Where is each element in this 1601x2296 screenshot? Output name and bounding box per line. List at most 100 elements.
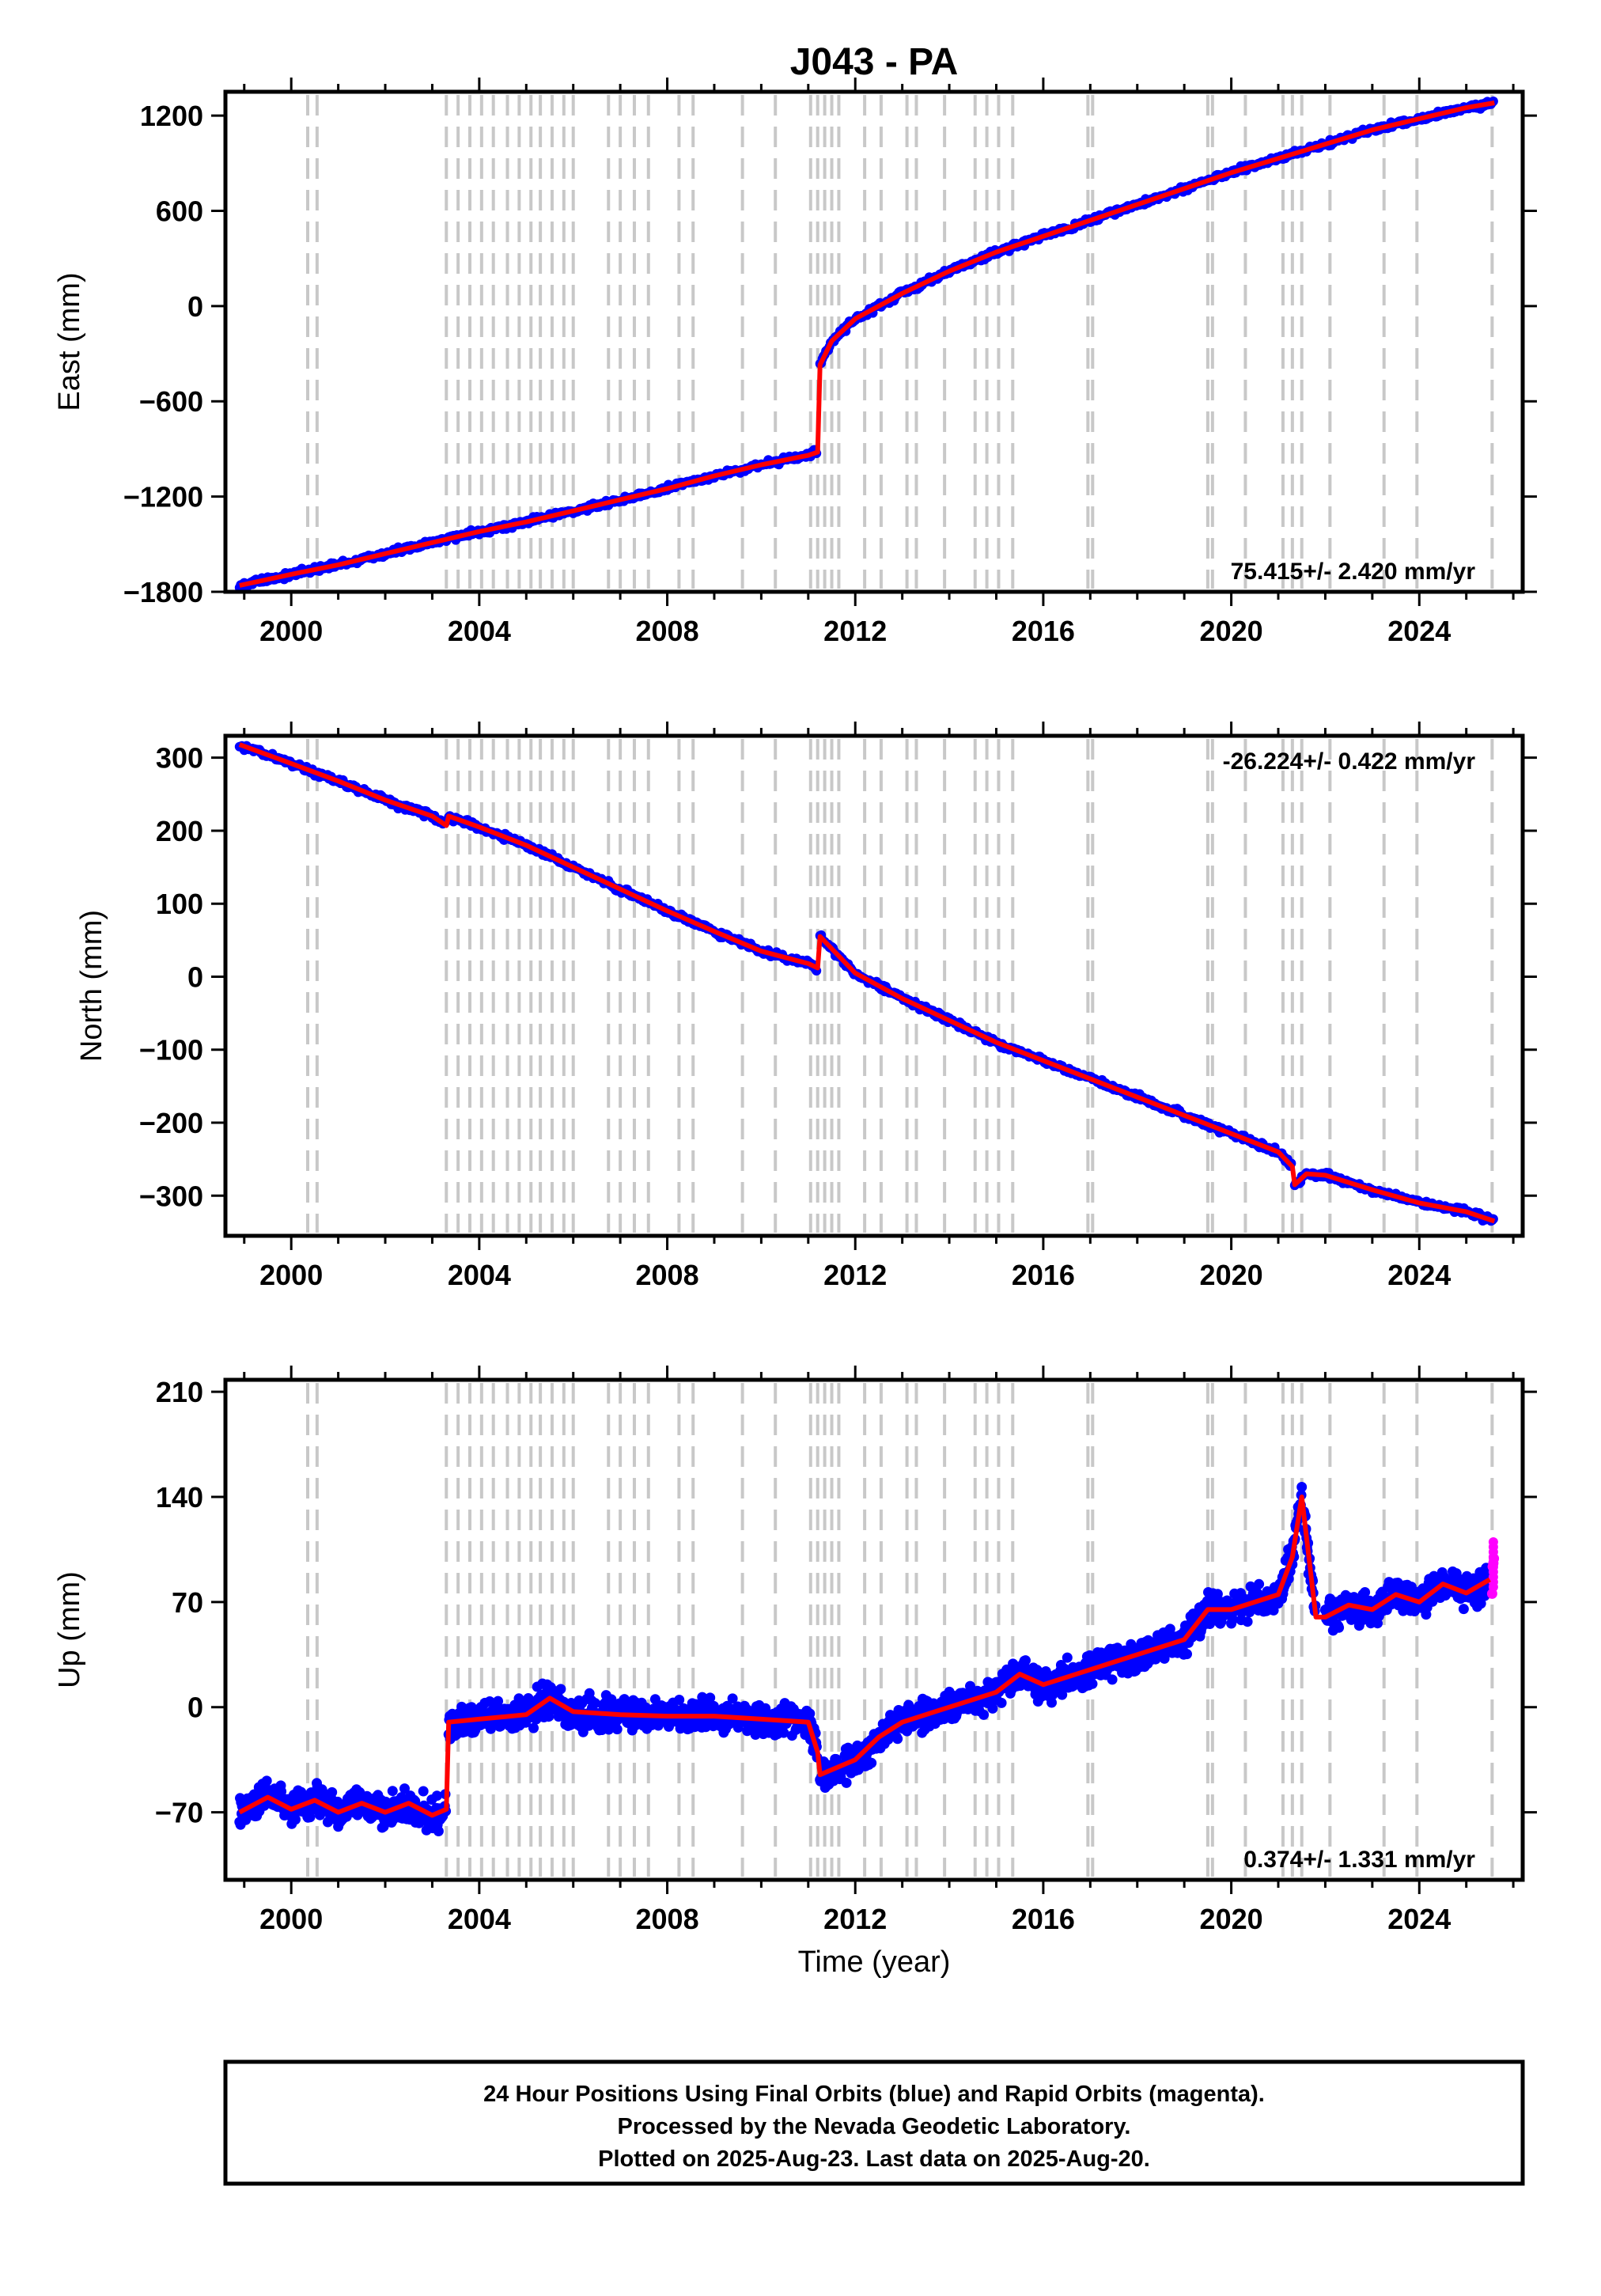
data-points-final-2 bbox=[815, 930, 1296, 1171]
x-tick-label: 2016 bbox=[1012, 615, 1075, 647]
data-point bbox=[611, 1724, 623, 1735]
x-tick-label: 2004 bbox=[448, 1259, 511, 1291]
y-tick-label: 300 bbox=[156, 742, 203, 775]
y-tick-label: −1200 bbox=[123, 481, 203, 513]
y-tick-label: 0 bbox=[187, 1692, 203, 1724]
data-point bbox=[555, 1684, 566, 1695]
y-tick-label: 200 bbox=[156, 815, 203, 847]
data-point bbox=[1242, 1616, 1253, 1627]
data-point bbox=[1334, 1622, 1345, 1633]
data-point bbox=[1488, 1537, 1498, 1547]
y-tick-label: 0 bbox=[187, 960, 203, 993]
caption-line-1: 24 Hour Positions Using Final Orbits (bl… bbox=[483, 2082, 1265, 2107]
x-tick-label: 2012 bbox=[823, 1259, 887, 1291]
data-point bbox=[399, 1783, 410, 1794]
east-panel: 2000 2004 2008 2012 2016 2020 2024 1200 600 0 −600… bbox=[53, 78, 1537, 647]
x-tick-label: 2024 bbox=[1387, 1903, 1451, 1935]
data-point bbox=[1228, 1614, 1239, 1625]
plot-frame bbox=[223, 733, 1525, 1238]
plot-frame bbox=[223, 89, 1525, 594]
y-tick-label: −70 bbox=[155, 1797, 203, 1829]
x-tick-label: 2020 bbox=[1200, 615, 1263, 647]
y-tick-label: −100 bbox=[139, 1034, 203, 1067]
x-tick-label: 2004 bbox=[448, 1903, 511, 1935]
north-panel: 2000 2004 2008 2012 2016 2020 2024 300 200 100 0 −1… bbox=[75, 722, 1537, 1291]
data-point bbox=[778, 1727, 789, 1738]
y-tick-label: −200 bbox=[139, 1107, 203, 1139]
data-point bbox=[1458, 1604, 1469, 1615]
data-point bbox=[866, 1757, 877, 1768]
data-point bbox=[1159, 1653, 1170, 1664]
x-tick-label: 2008 bbox=[636, 615, 699, 647]
up-panel: 2000 2004 2008 2012 2016 2020 2024 210 140 70 0 −70… bbox=[53, 1366, 1537, 1935]
x-tick-label: 2020 bbox=[1200, 1903, 1263, 1935]
x-tick-label: 2012 bbox=[823, 615, 887, 647]
data-point bbox=[387, 1786, 398, 1797]
data-point bbox=[1087, 1678, 1098, 1689]
x-tick-label: 2008 bbox=[636, 1259, 699, 1291]
y-tick-label: 70 bbox=[172, 1586, 203, 1619]
data-point bbox=[1062, 1652, 1073, 1663]
x-tick-label: 2000 bbox=[259, 1903, 323, 1935]
model-fit-line bbox=[238, 1495, 1491, 1818]
y-tick-label: −600 bbox=[139, 385, 203, 418]
data-point bbox=[261, 1775, 272, 1786]
data-point bbox=[705, 1692, 716, 1703]
x-tick-label: 2024 bbox=[1387, 615, 1451, 647]
data-point bbox=[1254, 1578, 1265, 1589]
x-tick-label: 2000 bbox=[259, 615, 323, 647]
x-tick-label: 2012 bbox=[823, 1903, 887, 1935]
y-axis-label: North (mm) bbox=[75, 910, 108, 1062]
data-point bbox=[327, 1786, 338, 1798]
y-tick-label: 100 bbox=[156, 888, 203, 920]
chart-title: J043 - PA bbox=[790, 41, 959, 83]
y-tick-label: 600 bbox=[156, 195, 203, 227]
data-point bbox=[978, 1709, 990, 1720]
data-point bbox=[589, 1698, 600, 1709]
y-axis-label: Up (mm) bbox=[53, 1571, 86, 1688]
data-point bbox=[493, 1695, 504, 1707]
y-tick-label: −1800 bbox=[123, 576, 203, 608]
data-point bbox=[727, 1693, 738, 1704]
data-point bbox=[1212, 1589, 1223, 1600]
x-tick-label: 2000 bbox=[259, 1259, 323, 1291]
model-fit-line bbox=[239, 100, 1495, 588]
data-point bbox=[431, 1790, 442, 1802]
x-tick-label: 2016 bbox=[1012, 1903, 1075, 1935]
data-point bbox=[1451, 1568, 1462, 1579]
data-point bbox=[1296, 1482, 1308, 1492]
data-point bbox=[418, 1786, 429, 1797]
caption-line-2: Processed by the Nevada Geodetic Laborat… bbox=[618, 2114, 1131, 2139]
data-point bbox=[528, 1722, 539, 1733]
data-point bbox=[996, 1697, 1007, 1708]
caption-box bbox=[223, 2059, 1525, 2186]
y-tick-label: 210 bbox=[156, 1376, 203, 1408]
x-axis-label: Time (year) bbox=[798, 1946, 951, 1979]
x-tick-label: 2020 bbox=[1200, 1259, 1263, 1291]
data-point bbox=[1020, 1655, 1031, 1666]
data-point bbox=[433, 1826, 444, 1836]
data-point bbox=[1164, 1623, 1175, 1635]
rate-annotation: 75.415+/- 2.420 mm/yr bbox=[1231, 559, 1476, 585]
x-tick-label: 2008 bbox=[636, 1903, 699, 1935]
y-axis-label: East (mm) bbox=[53, 272, 86, 411]
data-point bbox=[290, 1814, 301, 1825]
plot-frame bbox=[223, 1377, 1525, 1882]
y-tick-label: 1200 bbox=[140, 100, 203, 132]
y-tick-label: −300 bbox=[139, 1180, 203, 1212]
data-point bbox=[1057, 1689, 1068, 1700]
x-tick-label: 2024 bbox=[1387, 1259, 1451, 1291]
caption-line-3: Plotted on 2025-Aug-23. Last data on 202… bbox=[598, 2146, 1150, 2172]
rate-annotation: -26.224+/- 0.422 mm/yr bbox=[1223, 748, 1476, 775]
data-point bbox=[892, 1733, 903, 1745]
y-tick-label: 140 bbox=[156, 1481, 203, 1514]
model-fit-line bbox=[238, 742, 1496, 1224]
x-tick-label: 2016 bbox=[1012, 1259, 1075, 1291]
data-points-rapid-4 bbox=[1486, 1537, 1500, 1599]
y-tick-label: 0 bbox=[187, 290, 203, 323]
x-tick-label: 2004 bbox=[448, 615, 511, 647]
data-point bbox=[341, 1811, 352, 1822]
data-point bbox=[305, 1812, 316, 1823]
data-point bbox=[1182, 1649, 1192, 1660]
